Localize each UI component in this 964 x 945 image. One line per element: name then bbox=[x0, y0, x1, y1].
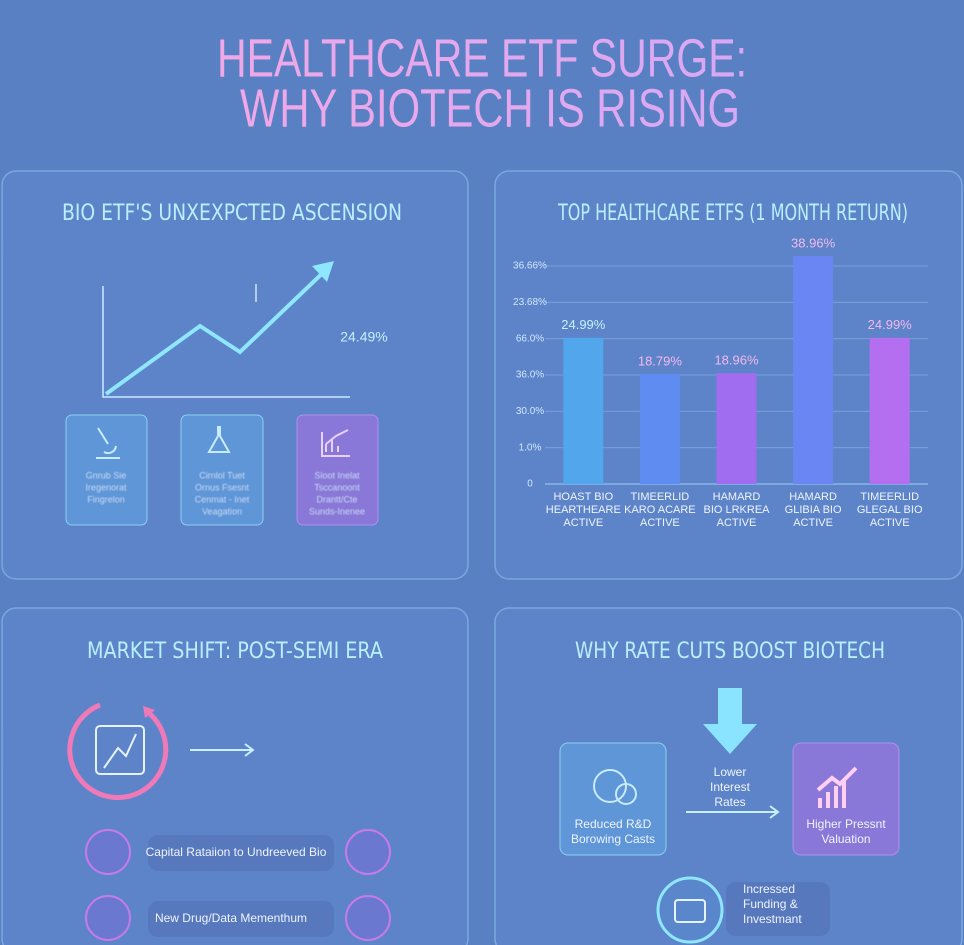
value-label: 18.96% bbox=[714, 353, 759, 368]
x-tick-label: ACTIVE bbox=[563, 517, 603, 529]
briefcase-badge bbox=[656, 876, 724, 944]
x-tick-label: HAMARD bbox=[789, 491, 837, 503]
bar bbox=[563, 337, 604, 484]
x-tick-label: ACTIVE bbox=[793, 517, 833, 529]
card-text: Iregenorat bbox=[85, 482, 127, 492]
money-icon bbox=[593, 769, 627, 803]
card-texts: Gnrub Sie Iregenorat Fingrelon Cirnlol Tuet… bbox=[85, 470, 365, 516]
arrow bbox=[190, 743, 255, 757]
value-label: 18.79% bbox=[638, 354, 683, 369]
value-label: 24.99% bbox=[561, 317, 606, 332]
bar bbox=[793, 256, 834, 484]
item-icon bbox=[85, 895, 131, 941]
arrow-head bbox=[312, 261, 334, 282]
chip-icon bbox=[95, 725, 145, 775]
ascension-panel: BIO ETF'S UNXEXPCTED ASCENSION 24.49% Gn… bbox=[62, 201, 402, 526]
axes bbox=[102, 284, 350, 398]
label-text: Higher Pressnt bbox=[806, 817, 886, 831]
bottom-box bbox=[726, 882, 830, 936]
card-text: Sloot Inelat bbox=[314, 470, 360, 480]
item-icon bbox=[345, 829, 391, 875]
label-text: Rates bbox=[714, 795, 745, 809]
card bbox=[65, 414, 148, 526]
box bbox=[559, 742, 667, 856]
x-tick-label: TIMEERLID bbox=[860, 491, 919, 503]
card-text: Tsccanoont bbox=[314, 482, 360, 492]
card-icons bbox=[96, 426, 350, 459]
label-text: Investmant bbox=[743, 912, 802, 926]
panel-title: WHY RATE CUTS BOOST BIOTECH bbox=[575, 639, 885, 664]
item-text: Capital Rataiion to Undreeved Bio bbox=[146, 845, 327, 859]
y-axis-label: 0 bbox=[527, 479, 533, 490]
magnifier-icon bbox=[615, 783, 637, 805]
value-label: 24.99% bbox=[868, 317, 913, 332]
y-axis-label: 66.0% bbox=[516, 333, 544, 344]
y-axis-label: 36.66% bbox=[513, 261, 547, 272]
card bbox=[296, 414, 379, 526]
x-tick-label: ACTIVE bbox=[870, 517, 910, 529]
card-text: Veagation bbox=[202, 506, 242, 516]
panel bbox=[494, 607, 963, 945]
trend-line bbox=[104, 264, 332, 396]
x-tick-label: GLEGAL BIO bbox=[857, 504, 923, 516]
label-text: Interest bbox=[710, 780, 751, 794]
item-icon bbox=[345, 895, 391, 941]
card-text: Gnrub Sie bbox=[86, 470, 127, 480]
header: HEALTHCARE ETF SURGE: WHY BIOTECH IS RIS… bbox=[217, 28, 747, 138]
card-text: Ornus Fsesnt bbox=[195, 482, 250, 492]
rates-panel: WHY RATE CUTS BOOST BIOTECH LowerInteres… bbox=[559, 639, 900, 944]
title-line: WHY BIOTECH IS RISING bbox=[240, 78, 740, 138]
item-text: New Drug/Data Mementhum bbox=[155, 911, 307, 925]
item-pill bbox=[148, 835, 334, 871]
bar bbox=[716, 373, 757, 484]
label-text: Lower bbox=[714, 765, 747, 779]
card bbox=[180, 414, 264, 526]
y-axis-label: 23.68% bbox=[513, 297, 547, 308]
shift-panel: MARKET SHIFT: POST-SEMI ERA Capital Rata… bbox=[67, 639, 391, 941]
cycle-arrow bbox=[143, 706, 155, 718]
down-arrow bbox=[703, 688, 757, 754]
item-pill bbox=[148, 901, 334, 937]
bar bbox=[869, 337, 910, 484]
x-tick-label: TIMEERLID bbox=[631, 491, 690, 503]
x-tick-label: HOAST BIO bbox=[553, 491, 613, 503]
x-tick-label: KARO ACARE bbox=[624, 504, 696, 516]
x-tick-label: BIO LRKREA bbox=[703, 504, 770, 516]
chart-title: TOP HEALTHCARE ETFS (1 MONTH RETURN) bbox=[557, 201, 908, 226]
y-axis-label: 1.0% bbox=[519, 442, 542, 453]
x-tick-label: ACTIVE bbox=[640, 517, 680, 529]
panel-title: BIO ETF'S UNXEXPCTED ASCENSION bbox=[62, 201, 402, 226]
label-text: Borowing Casts bbox=[571, 832, 655, 846]
x-tick-label: GLIBIA BIO bbox=[785, 504, 842, 516]
card-text: Sunds-Inenee bbox=[309, 506, 365, 516]
x-tick-label: ACTIVE bbox=[717, 517, 757, 529]
arrow bbox=[686, 805, 780, 819]
x-tick-label: HAMARD bbox=[713, 491, 761, 503]
card-text: Drantt/Cte bbox=[316, 494, 357, 504]
chip-crack bbox=[103, 733, 137, 769]
growth-icon bbox=[816, 766, 858, 808]
briefcase-icon bbox=[674, 899, 706, 923]
bar-chart: TOP HEALTHCARE ETFS (1 MONTH RETURN) 36.… bbox=[513, 201, 928, 529]
label-text: Valuation bbox=[821, 832, 870, 846]
card-text: Cenmat - Inet bbox=[195, 494, 250, 504]
label-text: Funding & bbox=[743, 897, 798, 911]
panel-title: MARKET SHIFT: POST-SEMI ERA bbox=[87, 639, 383, 664]
card-text: Fingrelon bbox=[87, 494, 125, 504]
y-axis-label: 30.0% bbox=[516, 406, 544, 417]
y-axis-label: 36.0% bbox=[516, 370, 544, 381]
annotation: 24.49% bbox=[340, 329, 387, 345]
cycle-icon bbox=[67, 702, 169, 801]
bar bbox=[639, 374, 680, 484]
card-text: Cirnlol Tuet bbox=[199, 470, 245, 480]
label-text: Incressed bbox=[743, 882, 795, 896]
item-icon bbox=[85, 829, 131, 875]
label-text: Reduced R&D bbox=[575, 817, 652, 831]
value-label: 38.96% bbox=[791, 236, 836, 251]
title-line: HEALTHCARE ETF SURGE: bbox=[217, 28, 747, 88]
x-tick-label: HEARTHEARE bbox=[546, 504, 621, 516]
